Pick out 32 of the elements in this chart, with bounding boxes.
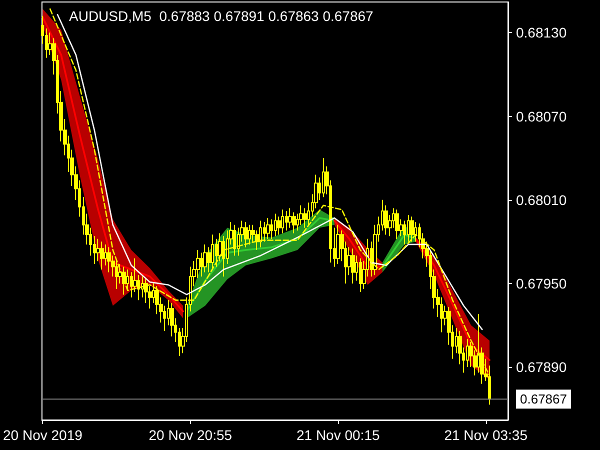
- candlestick: [410, 216, 414, 242]
- candlestick: [285, 210, 288, 232]
- ref-line-label: 0.67867: [520, 392, 567, 407]
- x-tick-label: 21 Nov 00:15: [296, 427, 380, 443]
- y-tick-label: 0.67950: [516, 275, 567, 292]
- candlestick: [211, 234, 214, 270]
- candlestick: [351, 248, 355, 284]
- candlestick: [259, 220, 262, 248]
- candlestick: [248, 224, 251, 245]
- candlestick: [107, 246, 111, 273]
- candlestick: [292, 212, 296, 234]
- candlestick: [322, 158, 325, 198]
- x-tick-label: 21 Nov 03:35: [444, 427, 528, 443]
- y-tick-label: 0.68130: [516, 24, 567, 41]
- y-tick-label: 0.68070: [516, 108, 567, 124]
- candlestick: [407, 214, 410, 242]
- candlestick: [122, 266, 126, 296]
- candlestick: [395, 209, 399, 240]
- candlestick: [281, 209, 284, 234]
- x-tick-label: 20 Nov 2019: [2, 427, 83, 443]
- chart-title: AUDUSD,M5 0.67883 0.67891 0.67863 0.67867: [69, 8, 374, 24]
- candlestick: [100, 241, 104, 270]
- candlestick: [274, 213, 277, 237]
- candlestick: [359, 258, 362, 292]
- y-tick-label: 0.67890: [516, 359, 567, 376]
- candlestick: [266, 217, 270, 240]
- y-tick-label: 0.68010: [516, 192, 567, 208]
- candlestick: [233, 224, 236, 256]
- candlestick: [244, 222, 248, 248]
- x-tick-label: 20 Nov 20:55: [148, 427, 232, 443]
- candlestick: [336, 224, 340, 264]
- candlestick: [203, 244, 207, 273]
